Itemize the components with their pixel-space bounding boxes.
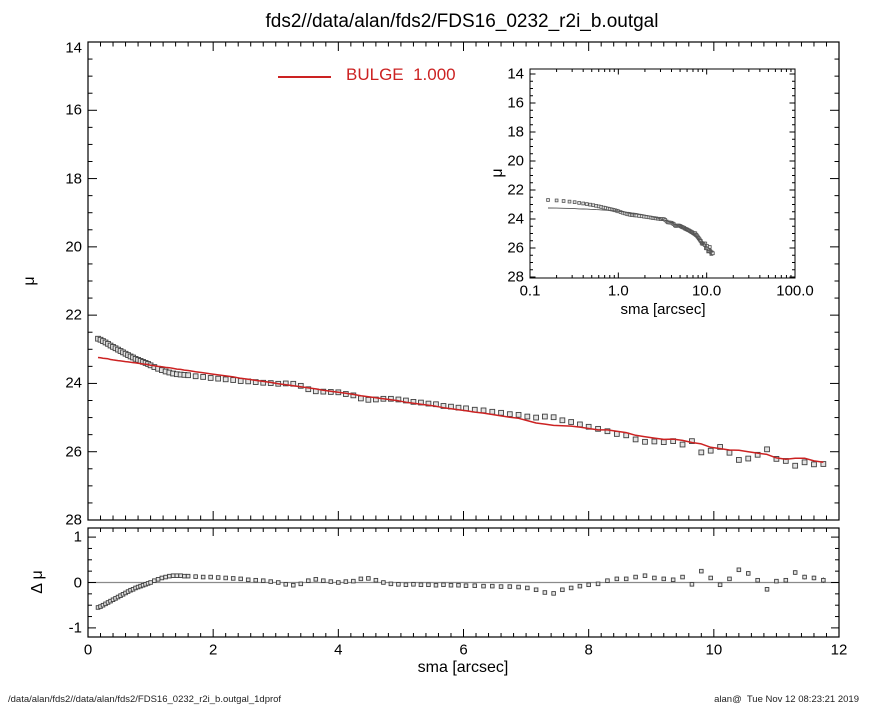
plot-title: fds2//data/alan/fds2/FDS16_0232_r2i_b.ou… — [265, 11, 659, 32]
residual-x-tick-label: 10 — [705, 641, 723, 659]
main-y-tick-label: 24 — [65, 374, 82, 392]
residual-x-tick-label: 6 — [459, 641, 468, 659]
legend-bulge-line-sample — [278, 76, 331, 78]
inset-y-tick-label: 14 — [507, 65, 524, 83]
residual-x-tick-label: 8 — [584, 641, 593, 659]
inset-y-tick-label: 16 — [507, 94, 524, 112]
main-y-tick-label: 28 — [65, 511, 82, 529]
main-y-tick-label: 26 — [65, 443, 82, 461]
residual-y-tick-label: 0 — [73, 574, 82, 591]
residual-x-axis-label: sma [arcsec] — [417, 659, 509, 676]
legend-bulge-label: BULGE 1.000 — [346, 65, 456, 84]
inset-x-tick-label: 100.0 — [776, 282, 814, 300]
main-y-tick-label: 18 — [65, 170, 82, 188]
inset-y-tick-label: 18 — [507, 123, 524, 141]
inset-x-tick-label: 1.0 — [607, 282, 629, 300]
main-y-tick-label: 22 — [65, 306, 82, 324]
inset-x-tick-label: 10.0 — [692, 282, 722, 300]
residual-x-tick-label: 12 — [830, 641, 848, 659]
inset-y-tick-label: 28 — [507, 268, 524, 286]
residual-y-tick-label: -1 — [68, 619, 82, 637]
inset-y-axis-label: μ — [489, 168, 506, 178]
residual-x-tick-label: 2 — [208, 641, 218, 659]
main-y-tick-label: 14 — [65, 39, 82, 57]
inset-y-tick-label: 26 — [507, 239, 524, 257]
main-y-tick-label: 16 — [65, 101, 82, 119]
inset-y-tick-label: 24 — [507, 210, 524, 228]
residual-x-tick-label: 4 — [334, 641, 343, 659]
main-y-tick-label: 20 — [65, 238, 82, 256]
inset-x-tick-label: 0.1 — [519, 282, 541, 300]
residual-y-axis-label: Δ μ — [29, 570, 46, 594]
footer-user-timestamp: alan@ Tue Nov 12 08:23:21 2019 — [714, 694, 859, 705]
residual-y-tick-label: 1 — [73, 528, 82, 546]
inset-x-axis-label: sma [arcsec] — [620, 301, 706, 318]
inset-y-tick-label: 20 — [507, 152, 524, 170]
inset-y-tick-label: 22 — [507, 181, 524, 199]
footer-output-path: /data/alan/fds2//data/alan/fds2/FDS16_02… — [8, 694, 282, 705]
main-y-axis-label: μ — [21, 276, 38, 286]
residual-x-tick-label: 0 — [83, 641, 93, 659]
